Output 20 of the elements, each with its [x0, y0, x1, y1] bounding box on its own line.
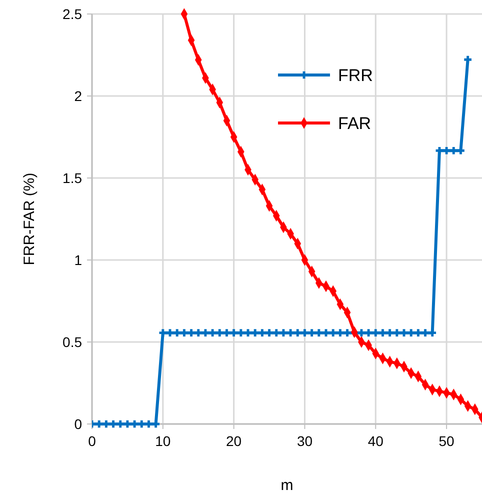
y-tick-label: 0 — [74, 416, 82, 432]
y-axis-title: FRR-FAR (%) — [21, 172, 38, 266]
x-tick-label: 0 — [88, 433, 96, 449]
x-tick-label: 10 — [155, 433, 171, 449]
y-tick-label: 2.5 — [62, 6, 82, 22]
x-tick-label: 20 — [226, 433, 242, 449]
legend-label: FRR — [338, 66, 373, 85]
point — [464, 56, 472, 64]
point — [450, 146, 458, 154]
y-tick-label: 0.5 — [62, 334, 82, 350]
y-tick-label: 1 — [74, 252, 82, 268]
y-tick-label: 2 — [74, 88, 82, 104]
legend-label: FAR — [338, 114, 372, 133]
x-axis-title: m — [280, 477, 294, 494]
x-tick-label: 50 — [438, 433, 455, 449]
x-tick-label: 30 — [296, 433, 313, 449]
point — [436, 146, 444, 154]
point — [442, 146, 450, 154]
y-tick-label: 1.5 — [62, 170, 82, 186]
x-tick-label: 40 — [368, 433, 384, 449]
